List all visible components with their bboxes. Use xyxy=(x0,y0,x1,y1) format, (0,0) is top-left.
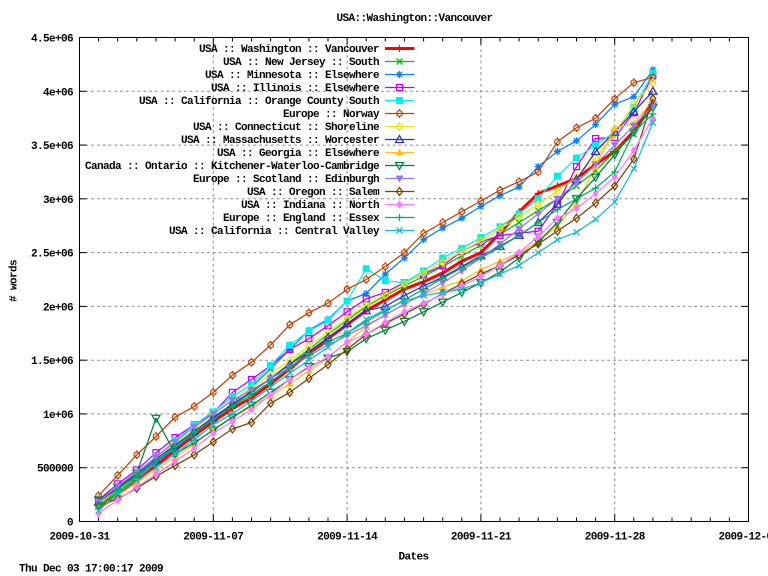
svg-text:2009-11-07: 2009-11-07 xyxy=(183,532,243,544)
svg-text:2009-11-14: 2009-11-14 xyxy=(317,532,378,544)
svg-text:Canada :: Ontario :: Kitchener: Canada :: Ontario :: Kitchener-Waterloo-… xyxy=(85,161,380,173)
svg-text:3e+06: 3e+06 xyxy=(43,195,73,207)
svg-text:USA :: Massachusetts :: Worces: USA :: Massachusetts :: Worcester xyxy=(181,135,379,147)
svg-text:Dates: Dates xyxy=(398,552,428,564)
svg-text:2e+06: 2e+06 xyxy=(43,302,73,314)
svg-text:USA :: Connecticut :: Shorelin: USA :: Connecticut :: Shoreline xyxy=(193,122,380,134)
svg-text:USA :: California :: Central V: USA :: California :: Central Valley xyxy=(169,226,380,238)
svg-text:4e+06: 4e+06 xyxy=(43,87,73,99)
svg-text:3.5e+06: 3.5e+06 xyxy=(31,141,73,153)
svg-text:4.5e+06: 4.5e+06 xyxy=(31,34,73,46)
svg-text:USA :: California :: Orange Co: USA :: California :: Orange County South xyxy=(139,96,379,108)
svg-text:2009-12-05: 2009-12-05 xyxy=(718,532,768,544)
svg-text:Europe :: Scotland :: Edinburg: Europe :: Scotland :: Edinburgh xyxy=(193,174,379,186)
svg-text:1.5e+06: 1.5e+06 xyxy=(31,356,73,368)
svg-text:Thu Dec 03 17:00:17 2009: Thu Dec 03 17:00:17 2009 xyxy=(19,564,163,576)
svg-text:500000: 500000 xyxy=(37,464,73,476)
svg-text:USA :: Illinois :: Elsewhere: USA :: Illinois :: Elsewhere xyxy=(211,83,380,95)
svg-text:Europe :: England :: Essex: Europe :: England :: Essex xyxy=(223,213,380,225)
svg-text:2.5e+06: 2.5e+06 xyxy=(31,249,73,261)
svg-text:2009-10-31: 2009-10-31 xyxy=(49,532,110,544)
svg-text:USA :: Oregon :: Salem: USA :: Oregon :: Salem xyxy=(247,187,380,199)
svg-text:USA :: Indiana :: North: USA :: Indiana :: North xyxy=(241,200,379,212)
svg-text:2009-11-21: 2009-11-21 xyxy=(451,532,512,544)
svg-text:1e+06: 1e+06 xyxy=(43,410,73,422)
svg-text:USA :: New Jersey :: South: USA :: New Jersey :: South xyxy=(223,57,379,69)
svg-text:0: 0 xyxy=(67,518,73,530)
svg-text:# words: # words xyxy=(9,260,21,302)
svg-text:Europe :: Norway: Europe :: Norway xyxy=(283,109,380,121)
svg-text:USA :: Washington :: Vancouver: USA :: Washington :: Vancouver xyxy=(199,44,379,56)
svg-text:2009-11-28: 2009-11-28 xyxy=(585,532,646,544)
svg-text:USA :: Georgia :: Elsewhere: USA :: Georgia :: Elsewhere xyxy=(217,148,380,160)
svg-text:USA::Washington::Vancouver: USA::Washington::Vancouver xyxy=(336,13,492,25)
svg-text:USA :: Minnesota :: Elsewhere: USA :: Minnesota :: Elsewhere xyxy=(205,70,380,82)
